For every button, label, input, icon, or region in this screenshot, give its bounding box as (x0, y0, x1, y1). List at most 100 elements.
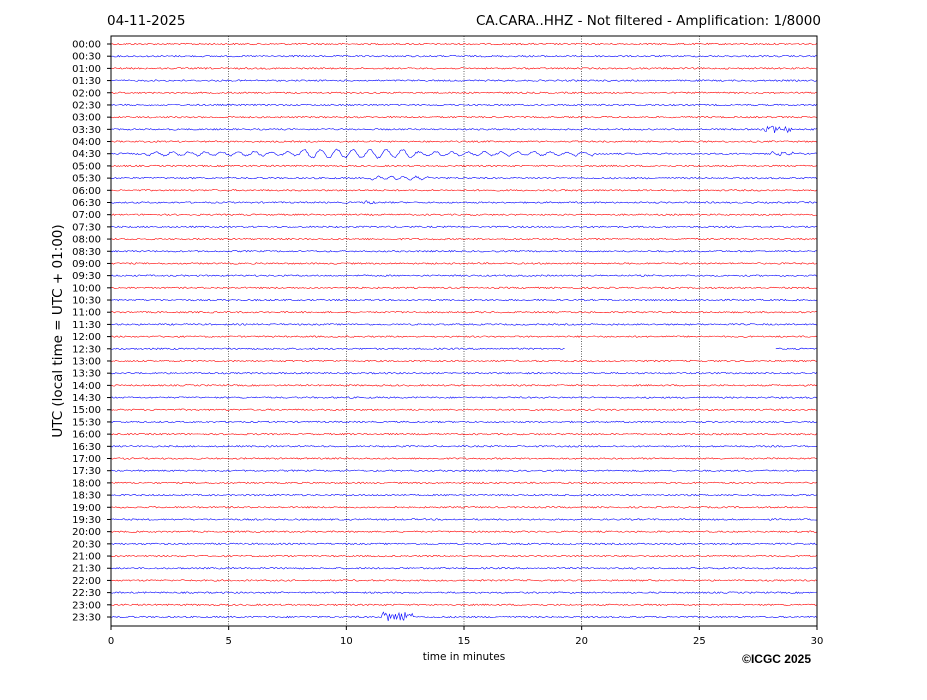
y-tick-label: 19:00 (72, 503, 101, 514)
trace (110, 384, 817, 387)
trace (110, 262, 817, 265)
x-tick-label: 25 (693, 636, 706, 647)
trace (111, 164, 817, 168)
trace (110, 396, 817, 399)
y-tick-label: 07:00 (72, 210, 101, 221)
y-tick-label: 22:00 (72, 576, 101, 587)
y-tick-label: 23:30 (72, 613, 101, 624)
y-tick-label: 10:30 (72, 296, 101, 307)
trace (110, 310, 817, 314)
y-tick-label: 18:00 (72, 478, 101, 489)
x-tick-label: 10 (340, 636, 353, 647)
y-tick-label: 13:00 (72, 356, 101, 367)
y-tick-label: 03:00 (72, 113, 101, 124)
trace (110, 200, 817, 205)
y-tick-label: 04:00 (72, 137, 101, 148)
trace (110, 237, 817, 241)
y-tick-label: 08:00 (72, 235, 101, 246)
trace (110, 347, 817, 350)
trace (110, 323, 817, 326)
y-tick-label: 00:30 (72, 52, 101, 63)
trace (110, 554, 817, 558)
plot-area (110, 36, 817, 626)
y-tick-label: 02:30 (72, 100, 101, 111)
y-tick-label: 04:30 (72, 149, 101, 160)
y-tick-label: 06:30 (72, 198, 101, 209)
y-tick-label: 17:30 (72, 466, 101, 477)
y-tick-label: 23:00 (72, 600, 101, 611)
y-tick-label: 00:00 (72, 40, 101, 51)
y-tick-label: 09:00 (72, 259, 101, 270)
y-tick-label: 16:00 (72, 430, 101, 441)
trace (110, 91, 817, 94)
trace (110, 611, 817, 622)
trace (110, 274, 817, 277)
trace (110, 579, 817, 582)
trace (110, 603, 817, 607)
y-tick-label: 14:30 (72, 393, 101, 404)
y-tick-label: 11:00 (72, 308, 101, 319)
y-tick-label: 20:30 (72, 539, 101, 550)
trace (110, 530, 817, 533)
y-tick-label: 12:00 (72, 332, 101, 343)
trace (110, 420, 817, 424)
trace (110, 79, 817, 82)
trace (110, 518, 817, 521)
trace (110, 249, 817, 253)
y-tick-label: 02:00 (72, 88, 101, 99)
y-tick-label: 13:30 (72, 369, 101, 380)
trace (110, 469, 817, 472)
trace (110, 42, 817, 46)
y-tick-label: 10:00 (72, 283, 101, 294)
y-tick-label: 05:00 (72, 161, 101, 172)
trace (110, 371, 817, 375)
y-tick-label: 15:00 (72, 405, 101, 416)
y-tick-label: 15:30 (72, 417, 101, 428)
trace (110, 148, 817, 159)
y-tick-label: 21:00 (72, 552, 101, 563)
trace (110, 359, 817, 363)
trace (110, 54, 817, 58)
x-axis-label: time in minutes (423, 651, 505, 663)
trace (110, 481, 817, 485)
trace (110, 67, 817, 70)
trace (110, 432, 817, 436)
y-tick-label: 09:30 (72, 271, 101, 282)
trace (110, 542, 817, 546)
chart-title: CA.CARA..HHZ - Not filtered - Amplificat… (476, 13, 821, 29)
date: 04-11-2025 (107, 13, 185, 29)
trace (110, 567, 817, 570)
x-tick-label: 20 (575, 636, 588, 647)
y-tick-label: 16:30 (72, 442, 101, 453)
trace (110, 225, 817, 229)
x-tick-label: 5 (225, 636, 231, 647)
trace (110, 445, 817, 448)
y-tick-label: 14:00 (72, 381, 101, 392)
y-tick-label: 20:00 (72, 527, 101, 538)
x-tick-label: 30 (811, 636, 824, 647)
y-tick-label: 11:30 (72, 320, 101, 331)
y-tick-label: 03:30 (72, 125, 101, 136)
y-tick-label: 07:30 (72, 222, 101, 233)
trace (110, 298, 817, 302)
x-tick-label: 0 (108, 636, 114, 647)
y-tick-label: 05:30 (72, 174, 101, 185)
trace (110, 213, 817, 216)
trace (110, 189, 817, 192)
y-tick-label: 06:00 (72, 186, 101, 197)
trace (110, 125, 817, 134)
credit: ©ICGC 2025 (742, 652, 811, 666)
trace (110, 115, 817, 119)
trace (110, 591, 817, 594)
y-tick-label: 08:30 (72, 247, 101, 258)
trace (110, 286, 817, 290)
y-tick-label: 17:00 (72, 454, 101, 465)
trace (110, 493, 817, 497)
y-tick-label: 01:00 (72, 64, 101, 75)
y-axis-label: UTC (local time = UTC + 01:00) (50, 224, 66, 437)
y-tick-label: 01:30 (72, 76, 101, 87)
trace (110, 506, 817, 509)
trace (110, 457, 817, 460)
trace (110, 408, 817, 411)
